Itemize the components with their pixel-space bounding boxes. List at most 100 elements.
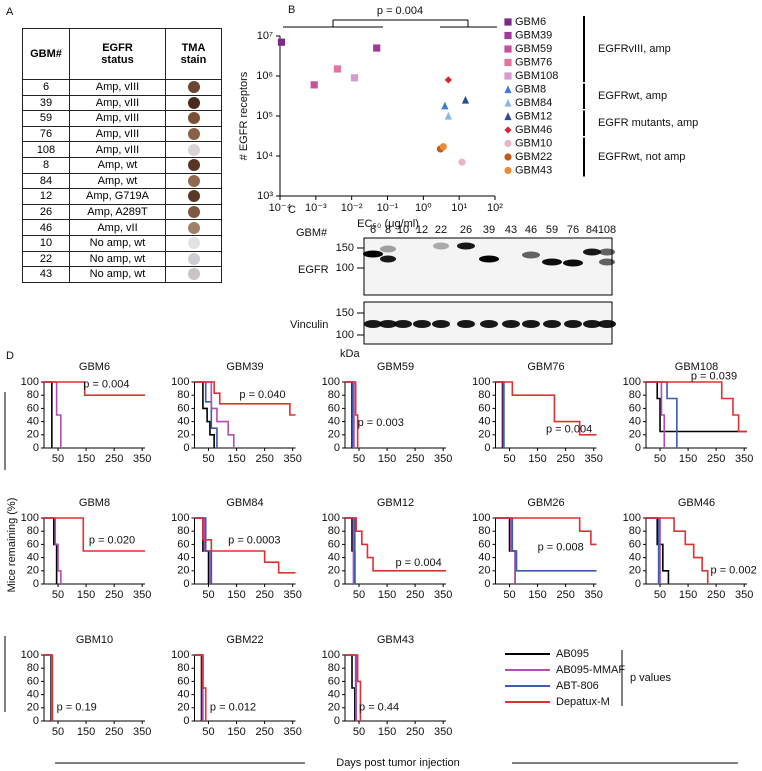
marker (458, 158, 466, 166)
table-row: 108 Amp, vIII (22, 141, 222, 158)
tma-stain (187, 159, 200, 172)
tma-stain (187, 112, 200, 125)
x-tick-label: 50 (654, 453, 666, 465)
status-table: GBM# EGFR status TMA stain 6 Amp, vIII 39 Amp,… (22, 28, 222, 283)
x-tick-label: 150 (679, 589, 697, 601)
marker (504, 112, 512, 121)
stain-cell (165, 79, 222, 96)
survival-curve (646, 381, 666, 448)
x-tick-label: 350 (434, 453, 452, 465)
y-tick-label: 80 (328, 525, 340, 537)
marker (373, 44, 381, 52)
marker-label: 150 (336, 242, 354, 254)
stain-cell (165, 188, 222, 205)
vinculin-band (480, 320, 498, 328)
table-row: 22 No amp, wt (22, 250, 222, 268)
survival-curve (44, 654, 54, 721)
table-cell: Amp, vII (69, 219, 166, 236)
survival-curve (345, 381, 359, 448)
survival-curve (44, 517, 145, 552)
plot-title: GBM39 (226, 361, 263, 373)
y-tick-label: 40 (27, 416, 39, 428)
x-tick-label: 10⁰ (415, 202, 432, 214)
x-tick-label: 250 (556, 453, 574, 465)
panel-label: C (288, 204, 296, 216)
vinculin-band (564, 320, 582, 328)
table-cell: 84 (22, 172, 70, 190)
y-tick-label: 100 (21, 376, 39, 388)
y-tick-label: 60 (177, 402, 189, 414)
x-tick-label: 250 (406, 726, 424, 738)
lane-label: 59 (546, 224, 558, 236)
y-tick-label: 40 (328, 552, 340, 564)
x-tick-label: 350 (284, 453, 302, 465)
survival-curve (194, 381, 215, 448)
marker (277, 38, 286, 46)
legend-label: GBM108 (515, 70, 558, 82)
vinculin-band (432, 320, 450, 328)
y-tick-label: 20 (629, 565, 641, 577)
marker (504, 72, 512, 80)
y-tick-label: 100 (21, 512, 39, 524)
x-tick-label: 50 (353, 453, 365, 465)
table-cell: 39 (22, 94, 70, 112)
table-cell: Amp, wt (69, 172, 166, 190)
x-tick-label: 50 (503, 589, 515, 601)
legend-note: p values (630, 672, 671, 684)
y-tick-label: 0 (183, 578, 189, 590)
x-tick-label: 50 (353, 589, 365, 601)
lane-label: 43 (505, 224, 517, 236)
table-cell: No amp, wt (69, 266, 166, 283)
x-tick-label: 350 (133, 726, 151, 738)
y-tick-label: 40 (328, 689, 340, 701)
panel-label: B (288, 4, 295, 16)
legend-label: GBM59 (515, 43, 552, 55)
tma-stain (187, 190, 200, 203)
x-tick-label: 10⁻¹ (377, 202, 399, 214)
y-tick-label: 0 (484, 442, 490, 454)
y-tick-label: 80 (328, 389, 340, 401)
plot-title: GBM84 (226, 497, 263, 509)
x-tick-label: 10⁻³ (305, 202, 327, 214)
plot-title: GBM46 (678, 497, 715, 509)
y-tick-label: 100 (322, 376, 340, 388)
table-cell: Amp, A289T (69, 203, 166, 221)
y-tick-label: 0 (484, 578, 490, 590)
x-tick-label: 150 (528, 453, 546, 465)
legend-label: ABT-806 (556, 680, 599, 692)
y-axis-label: Mice remaining (%) (6, 498, 18, 593)
y-tick-label: 20 (478, 565, 490, 577)
table-cell: No amp, wt (69, 234, 166, 252)
legend-label: AB095 (556, 648, 589, 660)
vinculin-band (598, 320, 616, 328)
x-tick-label: 150 (378, 589, 396, 601)
marker (504, 166, 512, 175)
stain-cell (165, 141, 222, 158)
y-tick-label: 60 (27, 675, 39, 687)
marker (504, 58, 512, 67)
survival-curve (194, 381, 296, 416)
marker (333, 65, 342, 73)
x-tick-label: 50 (52, 589, 64, 601)
table-row: 6 Amp, vIII (22, 79, 222, 96)
vinculin-band (502, 320, 520, 328)
y-tick-label: 40 (629, 552, 641, 564)
survival-curve (44, 654, 52, 721)
x-tick-label: 150 (227, 453, 245, 465)
y-tick-label: 10³ (257, 190, 273, 202)
p-value: p = 0.039 (691, 371, 737, 383)
table-row: 8 Amp, wt (22, 156, 222, 174)
y-tick-label: 60 (27, 402, 39, 414)
tma-stain (187, 174, 200, 187)
table-cell: 26 (22, 203, 70, 221)
blot-frame (363, 237, 613, 296)
marker-label: 100 (336, 329, 354, 341)
group-label: EGFR mutants, amp (598, 117, 698, 129)
group-label: EGFRvIII, amp (598, 43, 671, 55)
survival-curve (194, 654, 203, 721)
survival-curve (495, 381, 597, 436)
table-cell: Amp, vIII (69, 110, 166, 127)
egfr-band (563, 259, 583, 267)
